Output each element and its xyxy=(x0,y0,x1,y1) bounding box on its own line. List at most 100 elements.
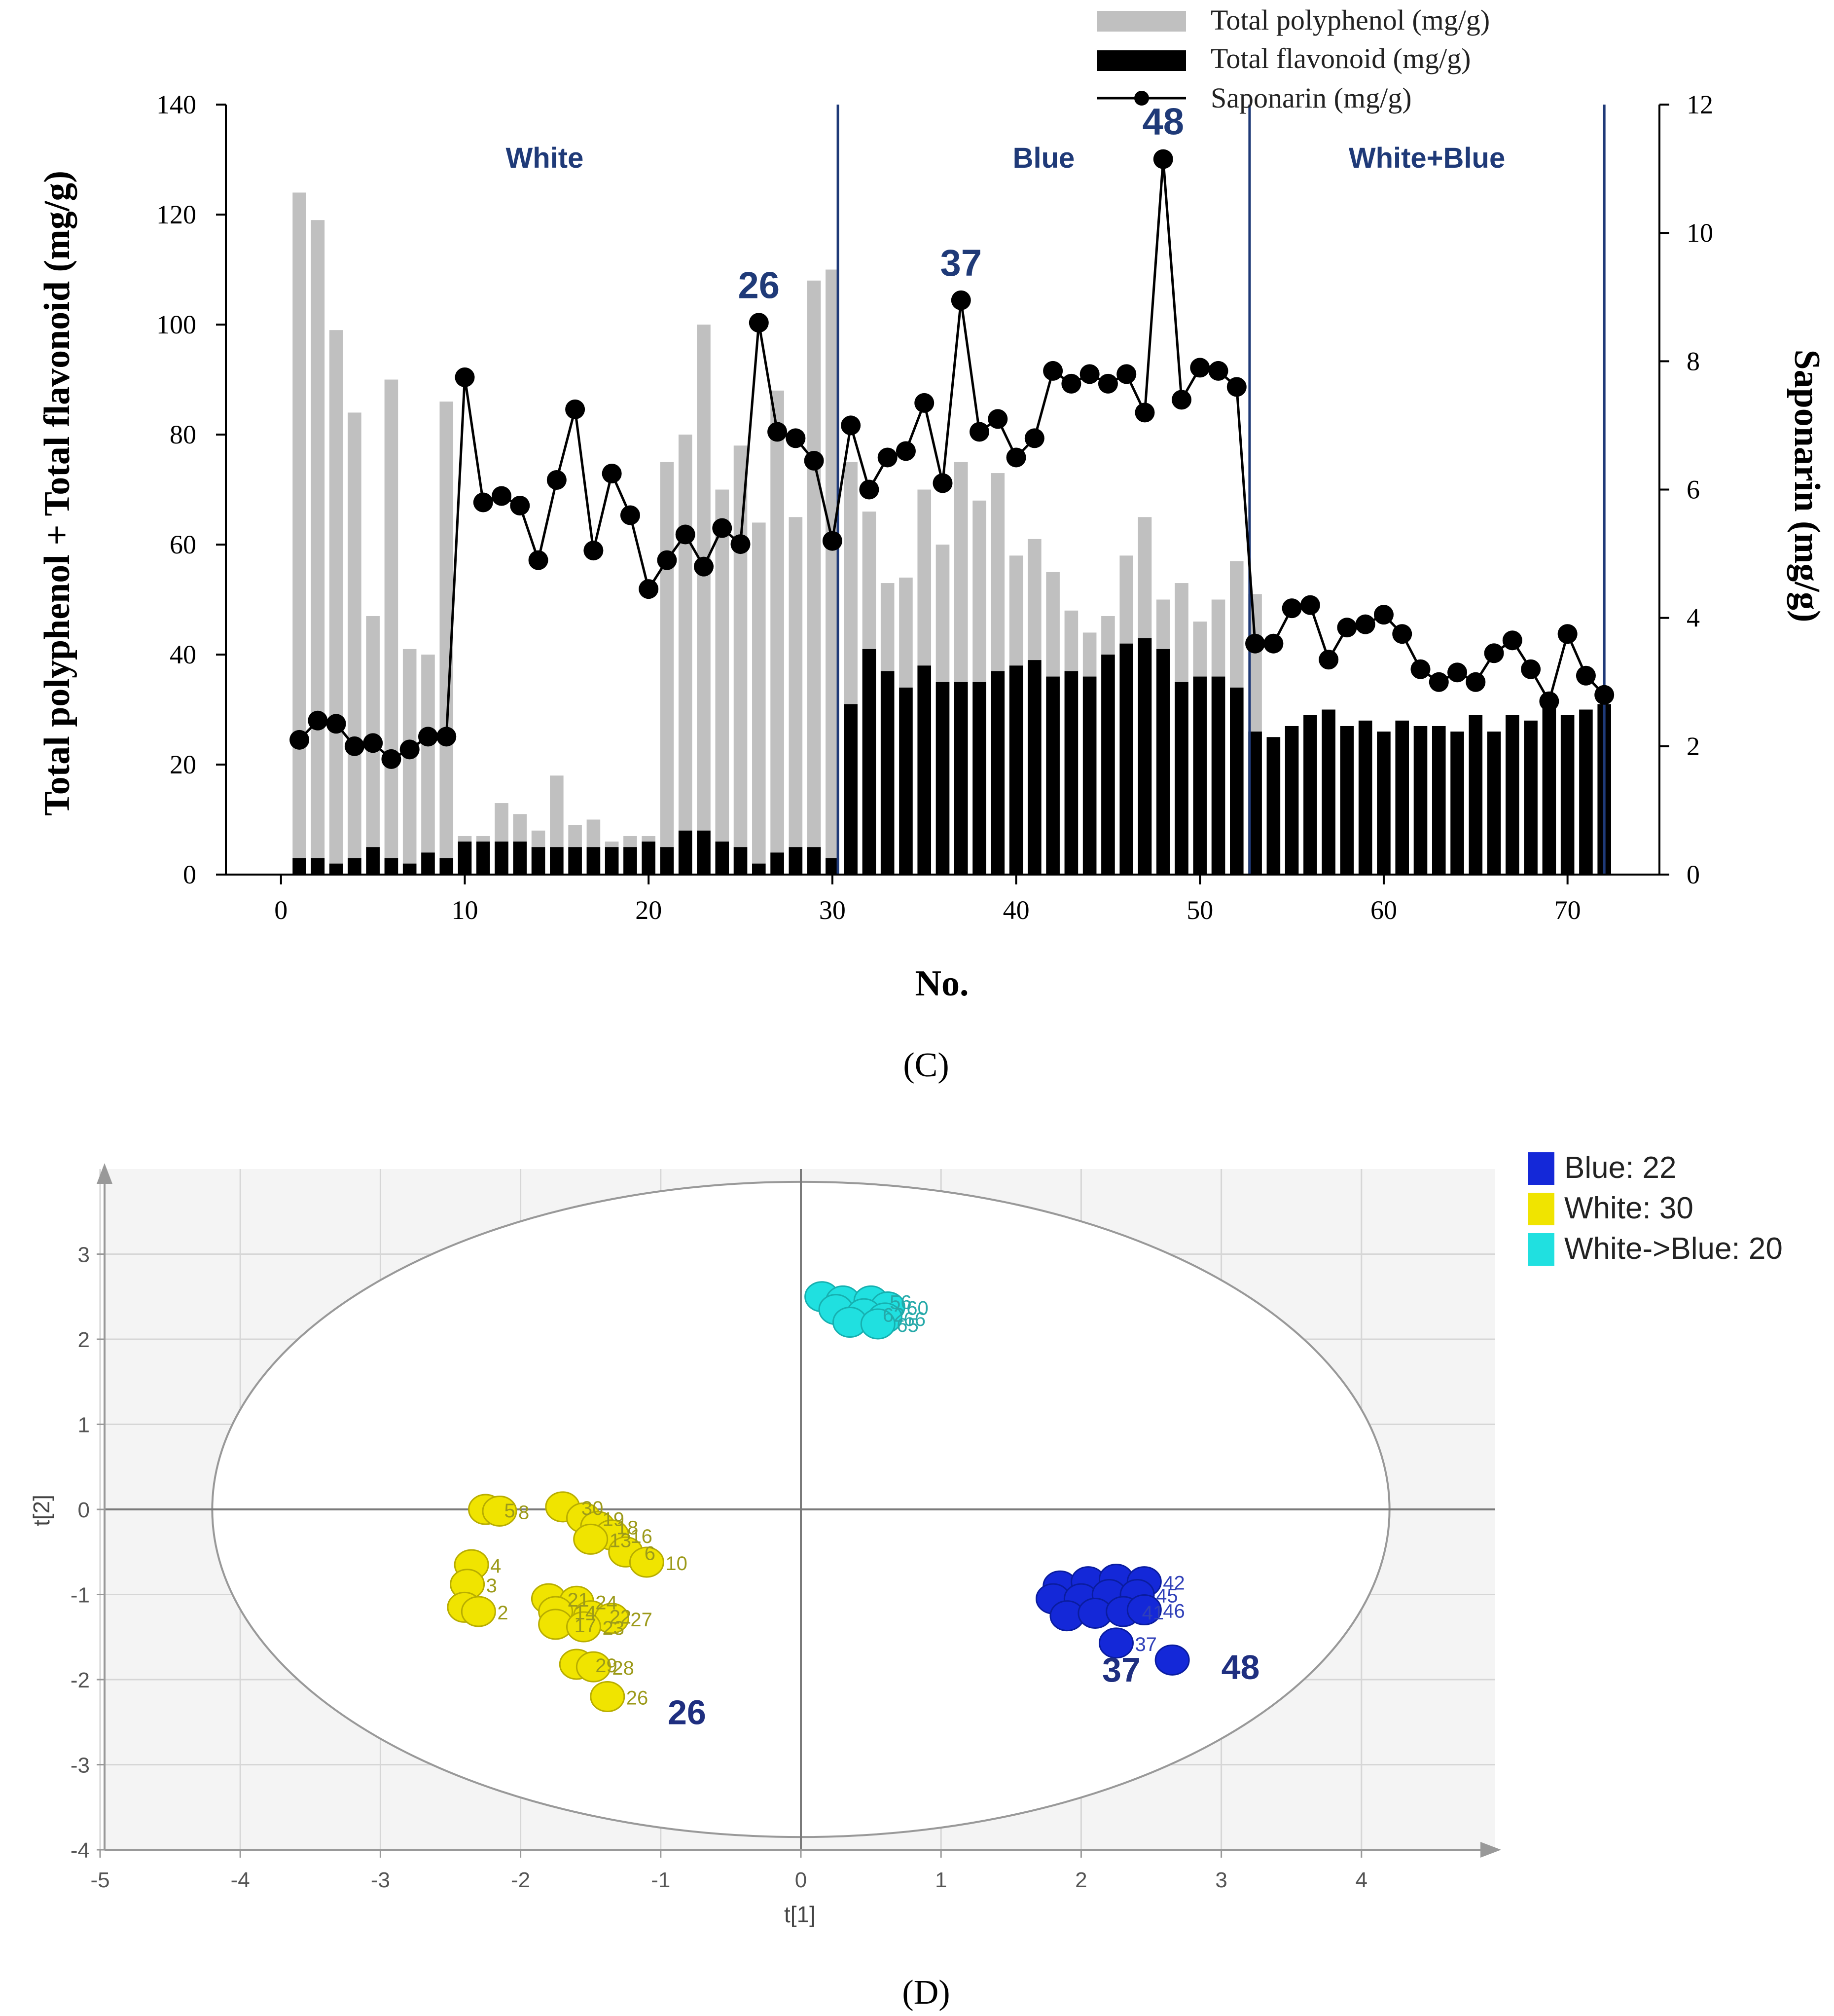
y-tick-label-left: 20 xyxy=(170,750,196,779)
flavonoid-bar xyxy=(550,847,564,875)
polyphenol-bar xyxy=(311,220,325,875)
x-tick-label: 10 xyxy=(452,895,478,925)
legend-label-white: White: 30 xyxy=(1564,1191,1693,1225)
flavonoid-bar xyxy=(623,847,637,875)
y-tick-label-d: 3 xyxy=(78,1243,90,1267)
flavonoid-bar xyxy=(1193,676,1207,875)
y-tick-label-right: 6 xyxy=(1687,475,1700,505)
y-tick-label-left: 40 xyxy=(170,640,196,669)
flavonoid-bar xyxy=(1101,655,1115,875)
flavonoid-bar xyxy=(439,858,454,875)
flavonoid-bar xyxy=(1175,682,1188,875)
flavonoid-bar xyxy=(495,842,508,875)
legend-label-white-blue: White->Blue: 20 xyxy=(1564,1232,1783,1266)
saponarin-marker xyxy=(914,393,935,413)
saponarin-marker xyxy=(289,730,310,750)
saponarin-marker xyxy=(1282,598,1302,619)
axes: 0 10 20 30 40 50 60 70 0 20 40 60 80 100 120 140 0 2 4 6 8 10… xyxy=(156,90,1713,925)
point-label: 13 xyxy=(610,1530,632,1551)
flavonoid-bar xyxy=(586,847,601,875)
y-axis-arrow xyxy=(97,1163,112,1184)
point-label: 10 xyxy=(665,1553,687,1575)
polyphenol-bar xyxy=(348,412,361,875)
flavonoid-bar xyxy=(972,682,986,875)
x-tick-label-d: -4 xyxy=(231,1868,250,1892)
saponarin-marker xyxy=(1263,633,1284,654)
flavonoid-bar xyxy=(1156,649,1170,875)
point-label: 45 xyxy=(1156,1585,1178,1607)
saponarin-marker xyxy=(1061,373,1081,394)
y-tick-label-d: 1 xyxy=(78,1413,90,1437)
score-point xyxy=(573,1523,609,1555)
saponarin-marker xyxy=(712,518,732,538)
group-label: White+Blue xyxy=(1349,142,1505,174)
point-label: 23 xyxy=(602,1617,624,1639)
legend-label-blue: Blue: 22 xyxy=(1564,1151,1677,1185)
x-tick-label: 60 xyxy=(1370,895,1397,925)
flavonoid-bar xyxy=(1469,715,1483,875)
flavonoid-bar xyxy=(917,665,932,875)
x-tick-label-d: 2 xyxy=(1075,1868,1087,1892)
saponarin-marker xyxy=(436,727,457,747)
point-label: 28 xyxy=(612,1657,634,1679)
saponarin-marker xyxy=(381,749,401,769)
flavonoid-bar xyxy=(733,847,748,875)
polyphenol-bar xyxy=(752,522,766,875)
highlight-label-d: 26 xyxy=(668,1693,706,1731)
flavonoid-bar xyxy=(1082,676,1097,875)
saponarin-marker xyxy=(1429,672,1449,692)
highlight-label-d: 48 xyxy=(1222,1648,1260,1686)
point-label: 42 xyxy=(1163,1573,1185,1594)
flavonoid-bar xyxy=(292,858,306,875)
legend-label-flavonoid: Total flavonoid (mg/g) xyxy=(1211,42,1471,74)
point-label: 62 xyxy=(883,1304,905,1326)
saponarin-marker xyxy=(1208,361,1228,381)
polyphenol-bar xyxy=(770,390,784,875)
saponarin-marker xyxy=(1392,624,1412,644)
saponarin-marker xyxy=(859,479,879,500)
score-point xyxy=(860,1308,896,1340)
y-tick-label-d: -2 xyxy=(71,1668,90,1692)
flavonoid-bar xyxy=(752,863,766,875)
bars xyxy=(292,192,1611,875)
flavonoid-bar xyxy=(1487,732,1501,875)
saponarin-marker xyxy=(1594,685,1615,705)
flavonoid-bar xyxy=(1395,720,1409,875)
x-tick-label: 50 xyxy=(1187,895,1213,925)
y-tick-label-left: 140 xyxy=(156,90,196,119)
saponarin-marker xyxy=(1190,358,1210,378)
x-axis-arrow xyxy=(1480,1842,1501,1858)
flavonoid-bar xyxy=(991,671,1005,875)
flavonoid-bar xyxy=(329,863,343,875)
point-label: 30 xyxy=(581,1498,604,1519)
saponarin-marker xyxy=(1447,662,1468,683)
legend-label-polyphenol: Total polyphenol (mg/g) xyxy=(1211,4,1490,36)
score-point xyxy=(461,1596,496,1627)
point-label: 56 xyxy=(890,1291,912,1313)
point-label: 22 xyxy=(610,1607,632,1628)
saponarin-marker xyxy=(363,733,383,753)
saponarin-marker xyxy=(1172,390,1191,410)
flavonoid-bar xyxy=(770,852,784,875)
polyphenol-bar xyxy=(421,655,435,875)
point-label: 26 xyxy=(626,1687,648,1709)
saponarin-marker xyxy=(639,579,659,599)
saponarin-marker xyxy=(1116,364,1137,384)
flavonoid-bar xyxy=(642,842,655,875)
saponarin-marker xyxy=(308,710,328,731)
flavonoid-bar xyxy=(476,842,490,875)
saponarin-marker xyxy=(473,492,493,513)
saponarin-marker xyxy=(1576,665,1596,686)
x-tick-label: 0 xyxy=(274,895,288,925)
y-tick-label-d: 2 xyxy=(78,1328,90,1352)
highlight-labels: 26 37 48 xyxy=(738,101,1184,307)
saponarin-marker xyxy=(841,415,861,436)
y-tick-label-left: 60 xyxy=(170,530,196,559)
point-label: 66 xyxy=(904,1309,926,1330)
highlight-label-d: 37 xyxy=(1102,1650,1141,1689)
legend-d: Blue: 22 White: 30 White->Blue: 20 xyxy=(1528,1151,1783,1266)
x-tick-label-d: 1 xyxy=(935,1868,947,1892)
highlight-labels-d: 26 37 48 xyxy=(668,1648,1259,1731)
x-tick-label-d: -1 xyxy=(651,1868,670,1892)
